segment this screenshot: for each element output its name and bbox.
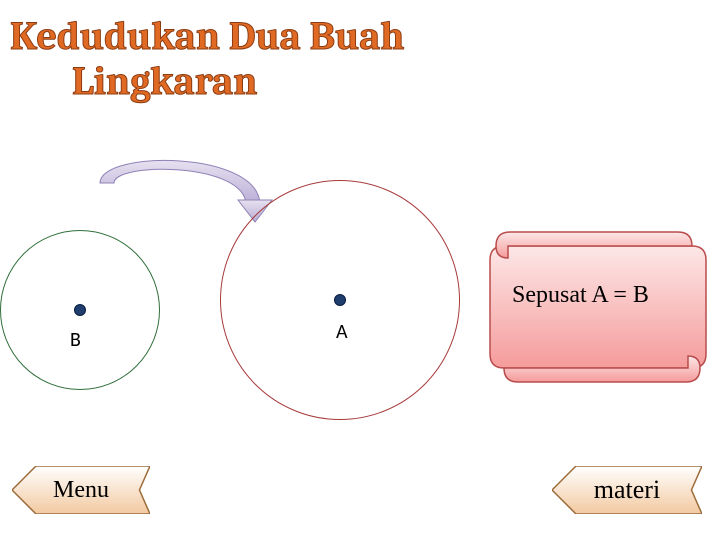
materi-button-label: materi — [594, 475, 660, 505]
page-title-line2: Lingkaran — [72, 60, 257, 102]
menu-button[interactable]: Menu — [12, 466, 150, 514]
slide-canvas: { "title": { "line1": "Kedudukan Dua Bua… — [0, 0, 720, 540]
menu-button-label: Menu — [53, 477, 109, 504]
page-title-line1: Kedudukan Dua Buah — [10, 15, 404, 57]
materi-button[interactable]: materi — [552, 466, 702, 514]
circle-b-center-dot — [74, 304, 86, 316]
scroll-text: Sepusat A = B — [512, 282, 649, 309]
circle-a-center-dot — [334, 294, 346, 306]
circle-a-label: A — [336, 320, 348, 344]
circle-b-label: B — [70, 328, 81, 352]
